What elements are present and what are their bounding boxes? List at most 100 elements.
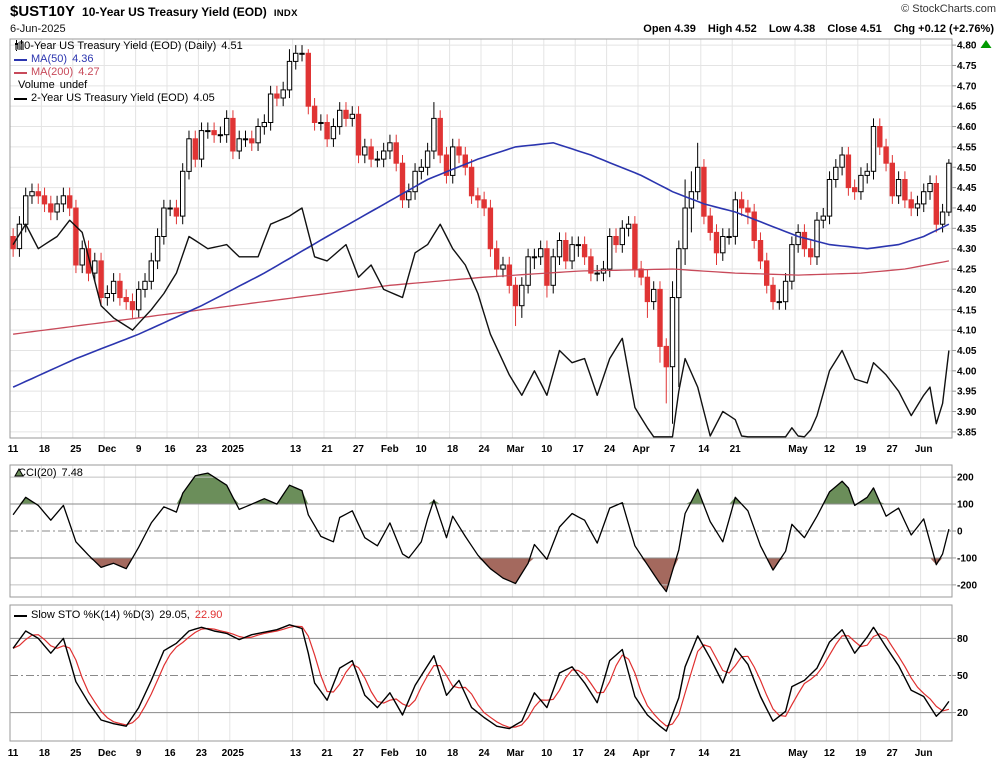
quote-bar: Open 4.39 High 4.52 Low 4.38 Close 4.51 Chg +… (643, 23, 994, 35)
legend-volume-label: Volume (18, 79, 55, 91)
ma50-swatch (14, 58, 27, 61)
svg-text:21: 21 (321, 444, 333, 455)
svg-text:27: 27 (353, 748, 365, 759)
high-label: High (707, 23, 733, 35)
svg-text:27: 27 (353, 444, 365, 455)
sto-d-line (12, 625, 950, 728)
chart-header: $UST10Y 10-Year US Treasury Yield (EOD) … (0, 0, 1004, 21)
svg-text:4.60: 4.60 (957, 122, 977, 133)
ma200-swatch (14, 71, 27, 74)
sto-legend-label: Slow STO %K(14) %D(3) (31, 609, 155, 621)
sto-axis: 80 50 20 (10, 634, 969, 719)
svg-text:100: 100 (957, 500, 974, 511)
svg-text:2025: 2025 (222, 444, 245, 455)
svg-text:9: 9 (136, 748, 142, 759)
svg-text:Jun: Jun (915, 748, 933, 759)
svg-text:16: 16 (164, 748, 176, 759)
svg-text:17: 17 (573, 444, 585, 455)
svg-text:4.35: 4.35 (957, 224, 977, 235)
svg-text:Mar: Mar (507, 444, 525, 455)
svg-text:4.70: 4.70 (957, 81, 977, 92)
svg-text:2025: 2025 (222, 748, 245, 759)
sto-k-swatch (14, 614, 27, 617)
legend-ma200-label: MA(200) (31, 66, 74, 78)
close-label: Close (827, 23, 858, 35)
chart-area: 3.85 3.90 3.95 4.00 4.05 4.10 4.15 4.20 4.25 4.30… (0, 37, 1004, 768)
sto-k-value: 29.05, (159, 609, 190, 621)
svg-text:May: May (788, 444, 808, 455)
svg-text:4.30: 4.30 (957, 244, 977, 255)
svg-text:18: 18 (39, 748, 51, 759)
svg-text:24: 24 (604, 444, 616, 455)
chg-label: Chg (893, 23, 916, 35)
sto-legend: Slow STO %K(14) %D(3) 29.05, 22.90 (14, 609, 222, 622)
svg-text:23: 23 (196, 444, 208, 455)
ust2y-line (12, 207, 950, 438)
svg-text:4.50: 4.50 (957, 163, 977, 174)
svg-text:12: 12 (824, 444, 836, 455)
svg-text:10: 10 (416, 444, 428, 455)
svg-text:27: 27 (887, 748, 899, 759)
svg-text:21: 21 (321, 748, 333, 759)
ust2y-swatch (14, 97, 27, 100)
svg-text:May: May (788, 748, 808, 759)
main-y-axis: 3.85 3.90 3.95 4.00 4.05 4.10 4.15 4.20 4.25 4.30… (952, 41, 977, 438)
svg-text:Apr: Apr (632, 444, 649, 455)
legend-2y-value: 4.05 (193, 92, 215, 104)
cci-legend: CCI(20) 7.48 (14, 467, 83, 480)
svg-text:23: 23 (196, 748, 208, 759)
low-value: 4.38 (793, 23, 816, 35)
svg-text:200: 200 (957, 473, 974, 484)
svg-text:24: 24 (604, 748, 616, 759)
svg-text:3.95: 3.95 (957, 387, 977, 398)
svg-text:12: 12 (824, 748, 836, 759)
svg-text:24: 24 (478, 748, 490, 759)
svg-text:21: 21 (730, 444, 742, 455)
sto-panel-border (9, 604, 953, 742)
svg-text:4.15: 4.15 (957, 305, 977, 316)
svg-text:21: 21 (730, 748, 742, 759)
svg-text:14: 14 (698, 748, 710, 759)
svg-text:11: 11 (8, 748, 19, 759)
cci-line (12, 472, 950, 593)
svg-text:16: 16 (164, 444, 176, 455)
svg-text:10: 10 (541, 748, 553, 759)
exchange-badge: INDX (273, 8, 298, 19)
main-panel-border (9, 38, 953, 439)
svg-text:Dec: Dec (98, 444, 117, 455)
chart-subheader: 6-Jun-2025 Open 4.39 High 4.52 Low 4.38 Clo… (0, 21, 1004, 37)
svg-text:10: 10 (416, 748, 428, 759)
svg-text:7: 7 (670, 444, 676, 455)
svg-text:25: 25 (70, 444, 82, 455)
svg-text:4.45: 4.45 (957, 183, 977, 194)
legend-2y-label: 2-Year US Treasury Yield (EOD) (31, 92, 189, 104)
ma200-line (13, 260, 950, 335)
svg-text:17: 17 (573, 748, 585, 759)
copyright-link[interactable]: © StockCharts.com (901, 3, 996, 15)
close-value: 4.51 (860, 23, 882, 35)
open-value: 4.39 (674, 23, 696, 35)
svg-text:25: 25 (70, 748, 82, 759)
svg-text:18: 18 (39, 444, 51, 455)
svg-text:3.85: 3.85 (957, 427, 977, 438)
svg-text:80: 80 (957, 634, 969, 645)
sto-d-value: 22.90 (194, 609, 223, 621)
svg-text:19: 19 (855, 748, 867, 759)
page-title: 10-Year US Treasury Yield (EOD) (82, 5, 267, 19)
cci-legend-value: 7.48 (61, 467, 83, 479)
svg-text:7: 7 (670, 748, 676, 759)
svg-text:27: 27 (887, 444, 899, 455)
legend-price-label: 10-Year US Treasury Yield (EOD) (Daily) (18, 40, 217, 52)
header-left: $UST10Y 10-Year US Treasury Yield (EOD) … (10, 3, 298, 20)
svg-text:4.20: 4.20 (957, 285, 977, 296)
svg-text:4.55: 4.55 (957, 142, 977, 153)
svg-text:14: 14 (698, 444, 710, 455)
svg-text:13: 13 (290, 748, 302, 759)
svg-text:24: 24 (478, 444, 490, 455)
legend-ma200: MA(200) 4.27 (14, 66, 243, 79)
svg-text:3.90: 3.90 (957, 407, 977, 418)
svg-text:50: 50 (957, 671, 969, 682)
date-label: 6-Jun-2025 (10, 23, 66, 35)
cci-legend-label: CCI(20) (18, 467, 57, 479)
